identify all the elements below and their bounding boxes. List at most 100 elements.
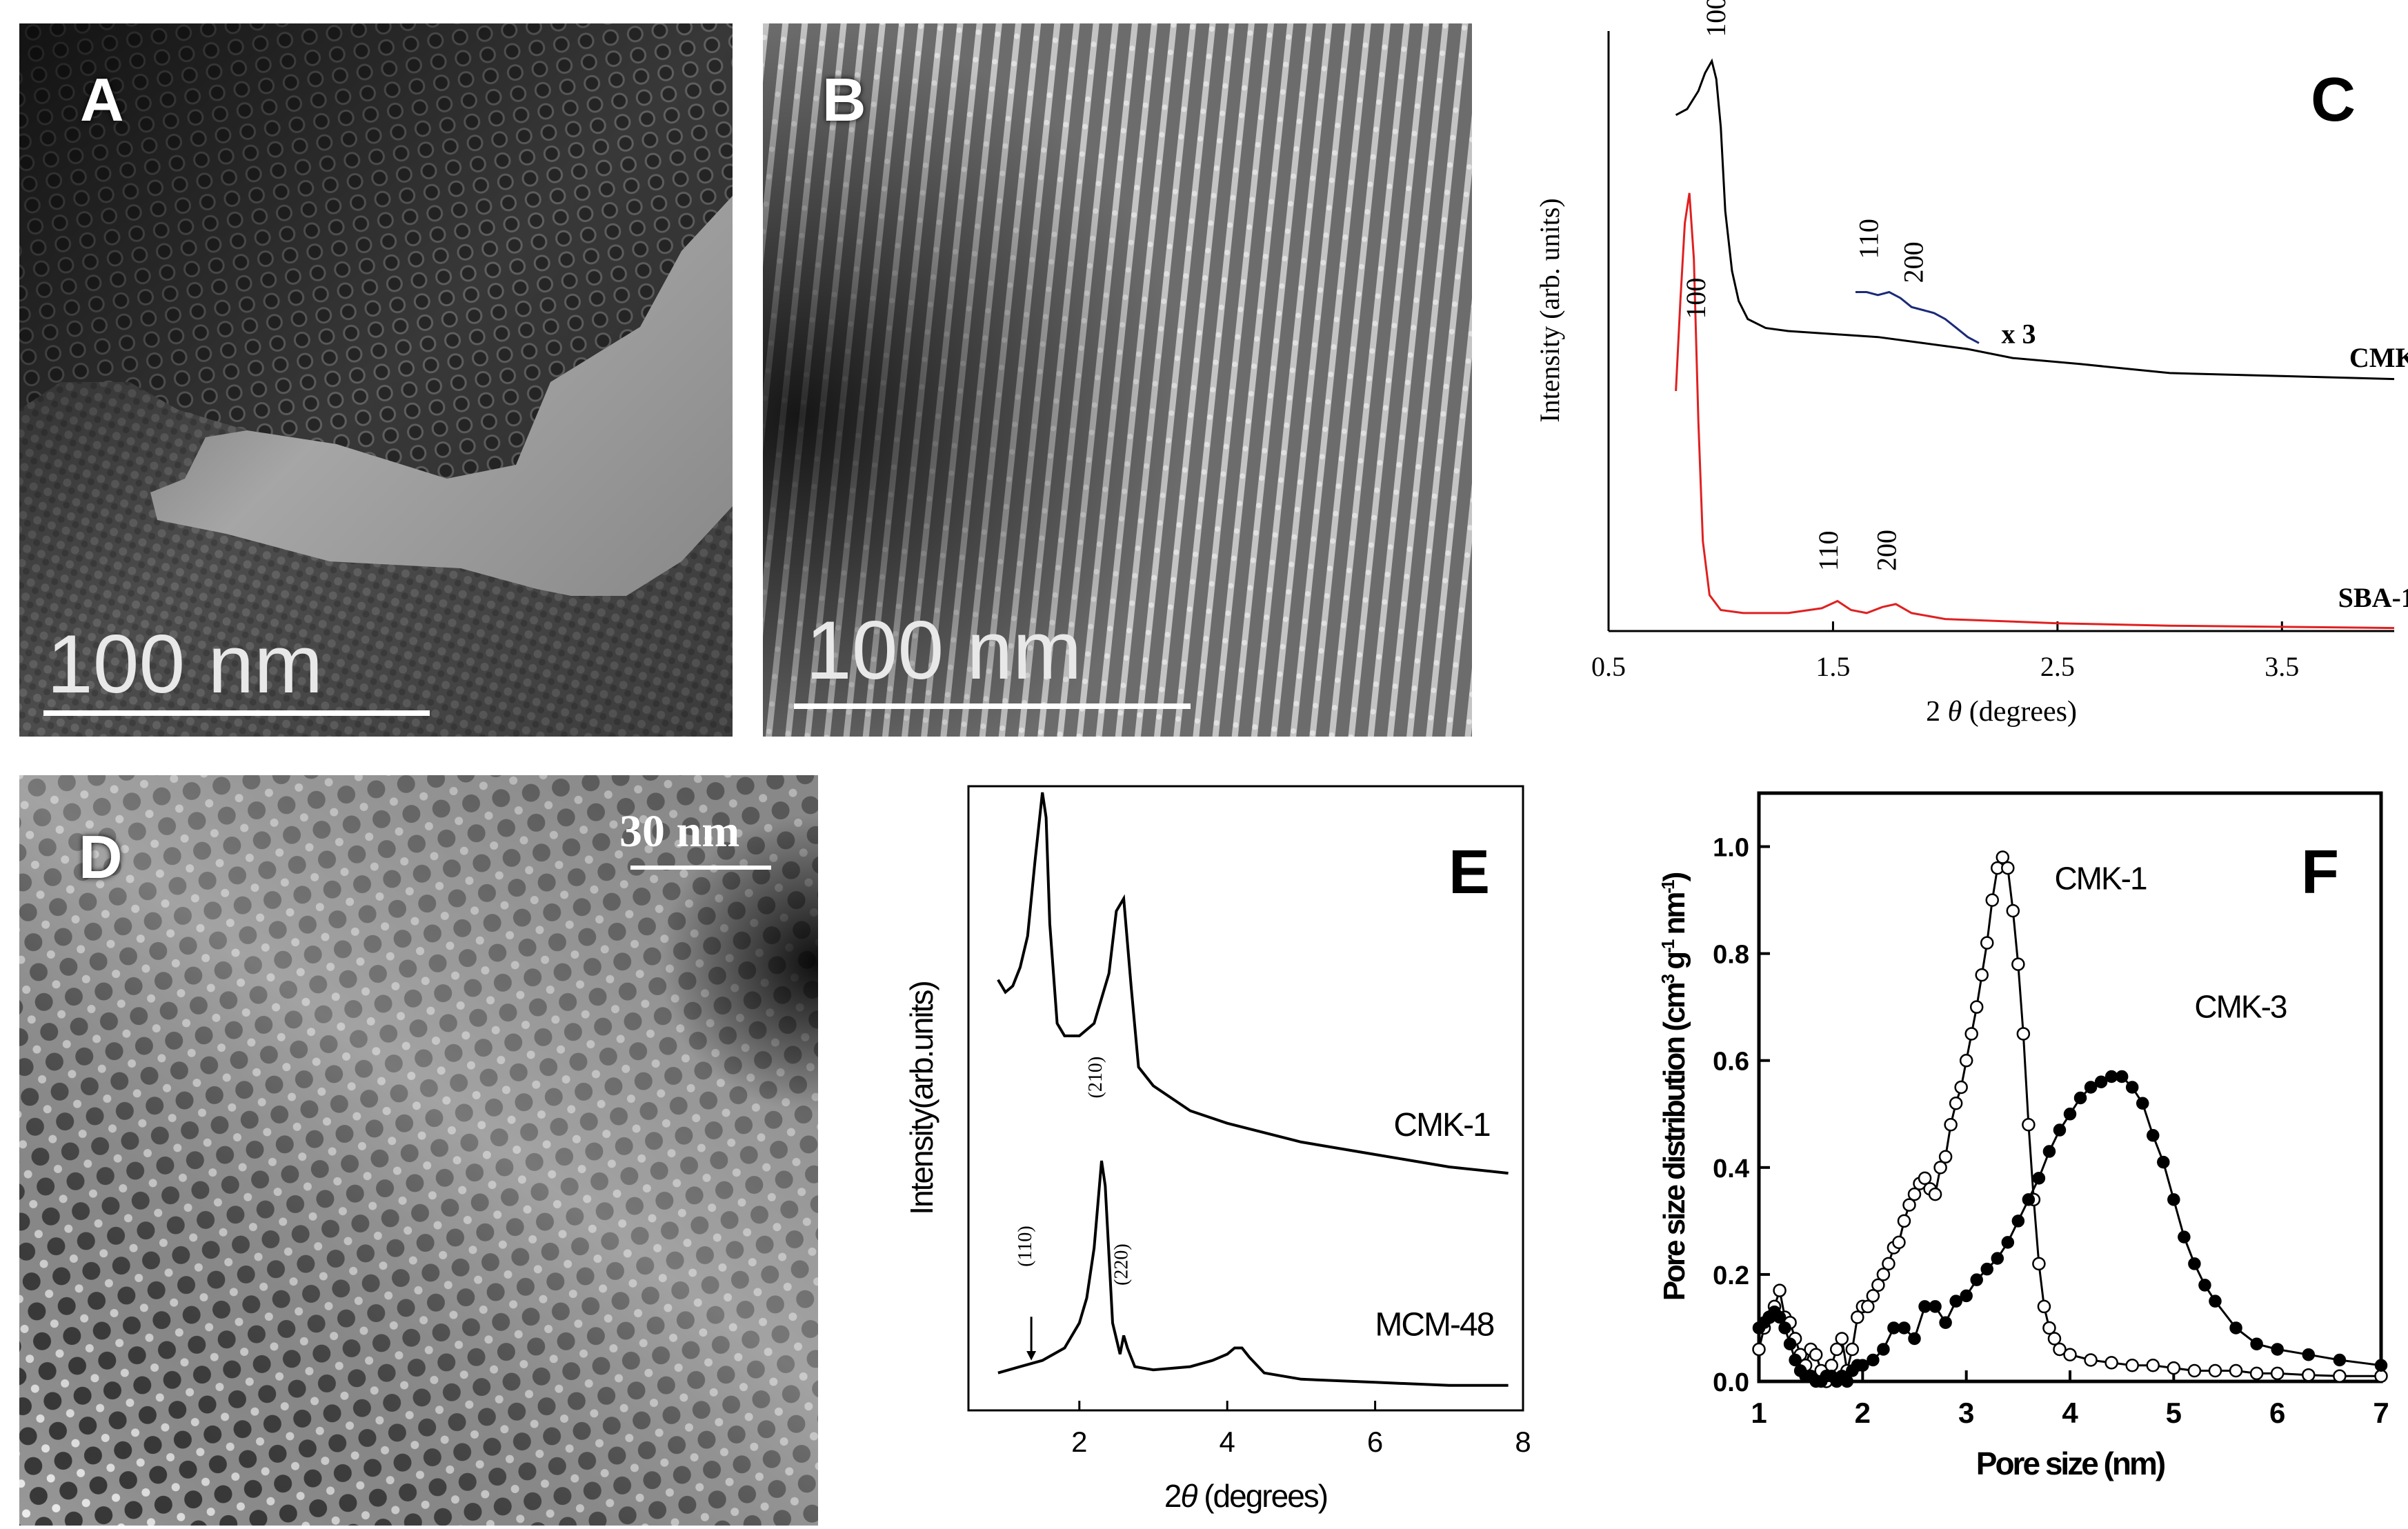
y-tick-label: 1.0 xyxy=(1713,834,1749,863)
x-tick-label: 8 xyxy=(1515,1426,1531,1458)
annotation-label: (220) xyxy=(1111,1243,1132,1286)
x-tick-label: 4 xyxy=(1220,1426,1235,1458)
y-axis-label: Pore size distribution (cm3 g-1 nm-1) xyxy=(1658,872,1691,1301)
panel-d: D 30 nm xyxy=(19,775,818,1526)
data-point-cmk-1 xyxy=(2047,1332,2062,1346)
data-point-cmk-3 xyxy=(2147,1129,2160,1142)
data-point-cmk-1 xyxy=(2167,1361,2181,1375)
data-point-cmk-3 xyxy=(2104,1070,2118,1083)
data-point-cmk-3 xyxy=(2209,1295,2222,1308)
data-point-cmk-1 xyxy=(1773,1283,1787,1297)
data-point-cmk-3 xyxy=(2073,1091,2087,1105)
chart-f: 1 2 3 4 5 6 7 0.0 0.2 0.4 0.6 0.8 1.0 Pore size (nm) P… xyxy=(1658,791,2389,1481)
tem-image-a xyxy=(19,23,733,737)
chart-e: 2 4 6 8 2θ (degrees) Intensity(arb.units) CMK-… xyxy=(904,785,1531,1514)
data-point-cmk-3 xyxy=(1877,1343,1890,1356)
data-point-cmk-3 xyxy=(2022,1193,2036,1206)
x-tick-label: 1.5 xyxy=(1815,651,1850,682)
annotation-label: 200 xyxy=(1898,241,1929,283)
data-point-cmk-1 xyxy=(2016,1027,2031,1041)
annotation-label: CMK-3 xyxy=(2349,342,2408,373)
x-tick-label: 5 xyxy=(2166,1397,2182,1429)
data-point-cmk-1 xyxy=(2011,957,2025,971)
data-point-cmk-3 xyxy=(2333,1353,2347,1367)
data-point-cmk-3 xyxy=(2198,1279,2211,1292)
data-point-cmk-3 xyxy=(1789,1353,1802,1367)
x-axis-label: Pore size (nm) xyxy=(1976,1446,2165,1481)
data-point-cmk-1 xyxy=(1985,893,1999,907)
data-point-cmk-1 xyxy=(1959,1053,1973,1068)
data-point-cmk-3 xyxy=(1908,1332,1921,1346)
data-point-cmk-1 xyxy=(1944,1118,1958,1132)
data-point-cmk-3 xyxy=(2374,1359,2388,1372)
annotation-label: 110 xyxy=(1813,530,1844,571)
x-tick-label: 2.5 xyxy=(2040,651,2075,682)
data-point-cmk-1 xyxy=(1933,1161,1947,1175)
data-point-cmk-3 xyxy=(1918,1300,1931,1313)
y-tick-label: 0.2 xyxy=(1713,1261,1749,1290)
y-tick-label: 0.8 xyxy=(1713,941,1749,970)
data-point-cmk-1 xyxy=(2001,861,2015,875)
panel-letter-f: F xyxy=(2301,838,2339,907)
data-point-cmk-3 xyxy=(2042,1145,2056,1158)
chart-c: 0.5 1.5 2.5 3.5 2 θ (degrees) Intensity (arb.… xyxy=(1534,0,2408,728)
data-point-cmk-3 xyxy=(1867,1353,1880,1367)
data-point-cmk-1 xyxy=(2084,1353,2098,1367)
data-point-cmk-3 xyxy=(2167,1193,2180,1206)
data-point-cmk-3 xyxy=(2094,1075,2108,1088)
y-axis-label: Intensity(arb.units) xyxy=(904,981,939,1215)
data-point-cmk-1 xyxy=(1980,936,1994,950)
annotation-label: 110 xyxy=(1853,219,1884,259)
annotation-label: 200 xyxy=(1871,530,1902,571)
annotation-label: 100 xyxy=(1680,278,1711,319)
scale-bar-label: 30 nm xyxy=(619,806,740,857)
scale-bar-label: 100 nm xyxy=(47,618,324,710)
data-point-cmk-1 xyxy=(1809,1348,1823,1361)
scale-bar-label: 100 nm xyxy=(806,604,1082,697)
x-tick-label: 3 xyxy=(1958,1397,1974,1429)
y-tick-label: 0.4 xyxy=(1713,1155,1749,1183)
x-axis-label: 2θ (degrees) xyxy=(1164,1478,1327,1514)
panel-letter-b: B xyxy=(822,66,866,134)
data-point-cmk-1 xyxy=(1851,1310,1864,1324)
data-point-cmk-1 xyxy=(1824,1358,1838,1372)
data-point-cmk-1 xyxy=(1996,850,2010,864)
x-tick-label: 7 xyxy=(2373,1397,2389,1429)
data-point-cmk-1 xyxy=(2032,1257,2046,1271)
data-point-cmk-1 xyxy=(1949,1097,1963,1110)
data-point-cmk-1 xyxy=(1938,1150,1953,1164)
data-point-cmk-1 xyxy=(2229,1363,2243,1378)
data-point-cmk-1 xyxy=(1975,968,1989,982)
data-point-cmk-3 xyxy=(2271,1343,2284,1356)
data-point-cmk-3 xyxy=(1991,1252,2004,1265)
panel-letter-d: D xyxy=(79,823,123,891)
data-point-cmk-3 xyxy=(2302,1348,2316,1361)
x-tick-label: 2 xyxy=(1071,1426,1087,1458)
x-tick-label: 0.5 xyxy=(1591,651,1626,682)
data-point-cmk-1 xyxy=(1907,1187,1922,1201)
data-point-cmk-3 xyxy=(1949,1295,1962,1308)
data-point-cmk-1 xyxy=(1902,1198,1916,1212)
x-tick-label: 1 xyxy=(1751,1397,1767,1429)
data-point-cmk-1 xyxy=(2270,1366,2285,1381)
annotation-label: 100 xyxy=(1700,0,1731,37)
data-point-cmk-3 xyxy=(2063,1108,2077,1121)
tem-image-b xyxy=(763,23,1472,737)
panel-letter-e: E xyxy=(1449,838,1490,907)
annotation-label: SBA-15 xyxy=(2338,582,2408,613)
data-point-cmk-3 xyxy=(2001,1236,2015,1249)
data-point-cmk-3 xyxy=(2084,1081,2098,1094)
data-point-cmk-1 xyxy=(1871,1278,1885,1292)
annotation-label: (110) xyxy=(1015,1226,1036,1267)
data-point-cmk-3 xyxy=(2136,1097,2149,1110)
data-point-cmk-3 xyxy=(2115,1070,2129,1083)
tem-image-d xyxy=(19,775,818,1526)
series-label: CMK-1 xyxy=(2054,861,2147,897)
data-point-cmk-3 xyxy=(2250,1337,2263,1350)
data-point-cmk-1 xyxy=(2333,1369,2347,1383)
data-point-cmk-3 xyxy=(2188,1257,2201,1270)
data-point-cmk-3 xyxy=(2178,1230,2191,1243)
x-axis-label: 2 θ (degrees) xyxy=(1926,696,2077,728)
data-point-cmk-1 xyxy=(2042,1321,2056,1335)
data-point-cmk-1 xyxy=(2208,1363,2222,1378)
